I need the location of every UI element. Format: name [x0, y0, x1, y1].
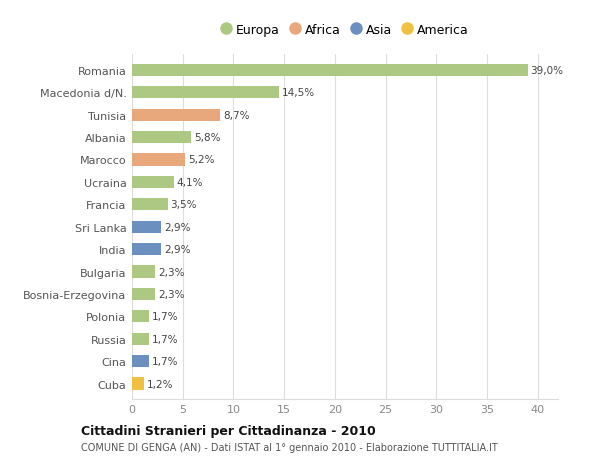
Bar: [132, 355, 149, 368]
Bar: [132, 109, 220, 122]
Text: 1,2%: 1,2%: [147, 379, 174, 389]
Bar: [132, 154, 185, 166]
Text: 2,3%: 2,3%: [158, 267, 185, 277]
Text: 1,7%: 1,7%: [152, 312, 179, 322]
Bar: [132, 310, 149, 323]
Bar: [132, 266, 155, 278]
Text: 14,5%: 14,5%: [282, 88, 315, 98]
Text: 39,0%: 39,0%: [530, 66, 563, 76]
Text: 8,7%: 8,7%: [223, 111, 250, 120]
Bar: [132, 87, 279, 99]
Text: 2,9%: 2,9%: [164, 245, 191, 255]
Bar: [132, 199, 167, 211]
Text: 3,5%: 3,5%: [170, 200, 197, 210]
Text: COMUNE DI GENGA (AN) - Dati ISTAT al 1° gennaio 2010 - Elaborazione TUTTITALIA.I: COMUNE DI GENGA (AN) - Dati ISTAT al 1° …: [81, 442, 498, 452]
Text: 4,1%: 4,1%: [176, 178, 203, 187]
Text: 1,7%: 1,7%: [152, 356, 179, 366]
Text: 1,7%: 1,7%: [152, 334, 179, 344]
Text: 5,2%: 5,2%: [188, 155, 214, 165]
Bar: [132, 378, 144, 390]
Bar: [132, 333, 149, 345]
Bar: [132, 243, 161, 256]
Bar: [132, 176, 173, 189]
Bar: [132, 288, 155, 300]
Text: 2,9%: 2,9%: [164, 222, 191, 232]
Text: Cittadini Stranieri per Cittadinanza - 2010: Cittadini Stranieri per Cittadinanza - 2…: [81, 424, 376, 437]
Bar: [132, 65, 527, 77]
Bar: [132, 132, 191, 144]
Text: 5,8%: 5,8%: [194, 133, 220, 143]
Text: 2,3%: 2,3%: [158, 289, 185, 299]
Bar: [132, 221, 161, 233]
Legend: Europa, Africa, Asia, America: Europa, Africa, Asia, America: [217, 20, 473, 40]
